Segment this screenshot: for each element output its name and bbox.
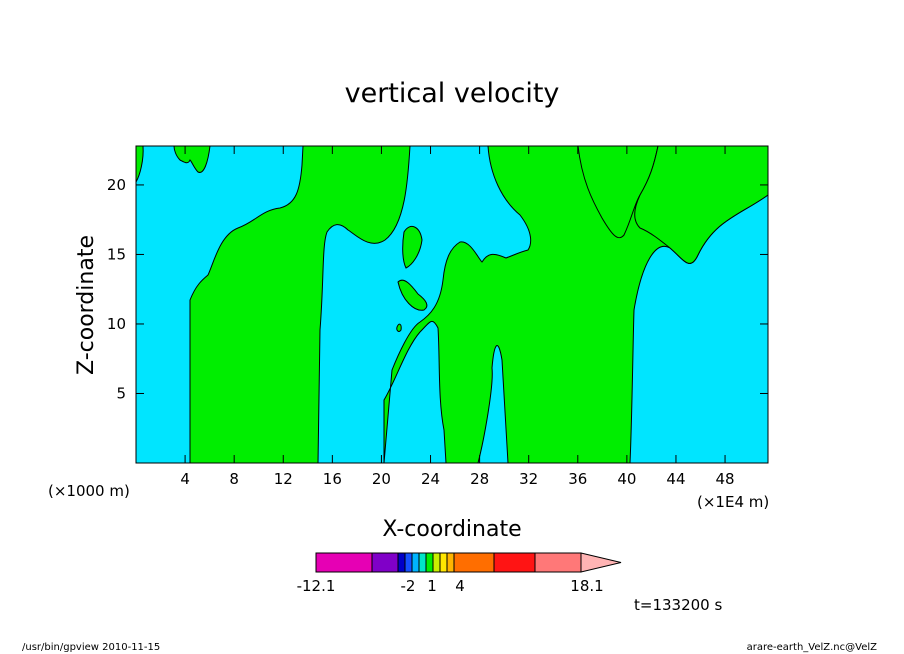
chart-title: vertical velocity <box>345 78 560 109</box>
contour-region <box>634 145 769 264</box>
colorbar-box <box>371 552 399 573</box>
colorbar-label: -2 <box>401 577 416 595</box>
colorbar-box <box>425 552 434 573</box>
x-tick-label: 28 <box>470 470 489 488</box>
colorbar-label: 1 <box>427 577 437 595</box>
x-tick-label: 48 <box>716 470 735 488</box>
colorbar-box <box>418 552 427 573</box>
x-tick-label: 24 <box>421 470 440 488</box>
colorbar-label: 4 <box>455 577 465 595</box>
colorbar-box <box>397 552 406 573</box>
colorbar-label: 18.1 <box>570 577 603 595</box>
colorbar-box <box>432 552 441 573</box>
footer-left: /usr/bin/gpview 2010-11-15 <box>22 642 160 653</box>
contour-region <box>173 145 211 173</box>
colorbar-box <box>446 552 455 573</box>
y-tick-label: 20 <box>107 176 126 194</box>
x-axis-ticks: 4 8 12 16 20 24 28 32 36 40 44 48 <box>180 146 735 488</box>
plot-frame <box>135 145 769 464</box>
x-unit-right: (×1E4 m) <box>697 493 769 511</box>
contour-region <box>396 323 402 332</box>
colorbar-box <box>315 552 373 573</box>
colorbar-extend-arrow <box>580 552 622 573</box>
colorbar-box <box>493 552 536 573</box>
y-axis-label: Z-coordinate <box>74 235 99 375</box>
x-tick-label: 36 <box>568 470 587 488</box>
colorbar-label: -12.1 <box>297 577 336 595</box>
y-tick-label: 5 <box>116 384 126 402</box>
y-tick-label: 10 <box>107 315 126 333</box>
x-tick-label: 44 <box>666 470 685 488</box>
colorbar <box>315 552 622 573</box>
colorbar-box <box>411 552 420 573</box>
colorbar-box <box>404 552 413 573</box>
x-tick-label: 12 <box>274 470 293 488</box>
contour-region <box>397 279 428 311</box>
footer-right: arare-earth_VelZ.nc@VelZ <box>747 642 878 653</box>
x-tick-label: 4 <box>180 470 190 488</box>
colorbar-box <box>439 552 448 573</box>
colorbar-box <box>453 552 495 573</box>
y-tick-label: 15 <box>107 245 126 263</box>
contour-region <box>402 225 423 269</box>
x-unit-left: (×1000 m) <box>48 482 130 500</box>
colorbar-labels: -12.1 -2 1 4 18.1 <box>297 577 604 595</box>
contour-region <box>189 145 411 464</box>
x-tick-label: 20 <box>372 470 391 488</box>
colorbar-box <box>534 552 582 573</box>
x-tick-label: 8 <box>229 470 239 488</box>
x-tick-label: 16 <box>323 470 342 488</box>
y-axis-ticks: 5 10 15 20 <box>107 176 768 402</box>
x-axis-label: X-coordinate <box>382 517 521 542</box>
positive-regions <box>135 145 769 464</box>
x-tick-label: 40 <box>617 470 636 488</box>
x-tick-label: 32 <box>519 470 538 488</box>
time-label: t=133200 s <box>634 596 722 614</box>
